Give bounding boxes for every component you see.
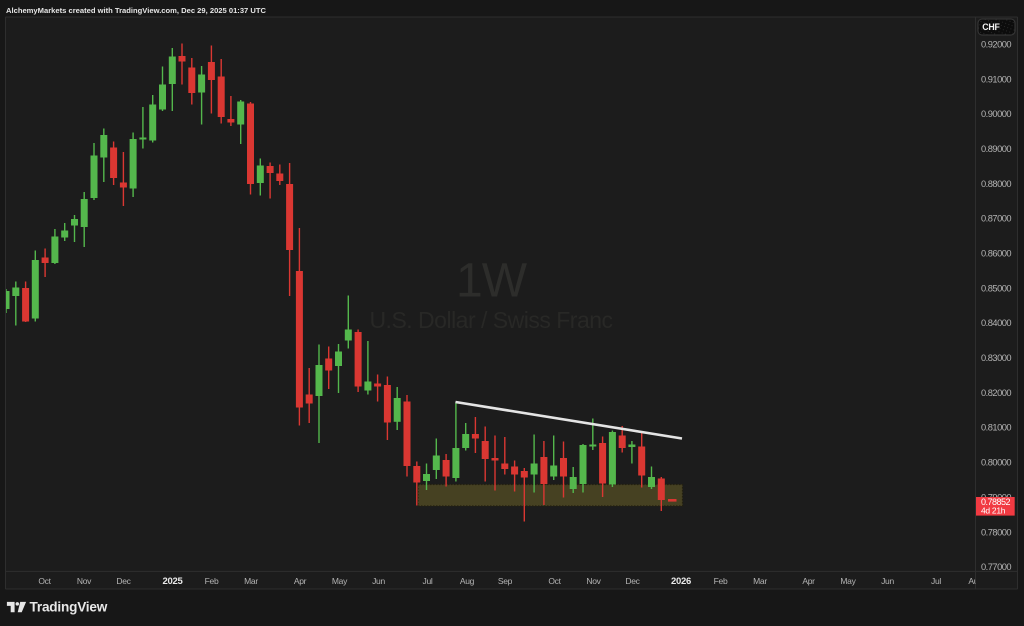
- svg-text:0.88000: 0.88000: [981, 179, 1011, 189]
- svg-text:Aug: Aug: [460, 576, 475, 586]
- svg-text:Jul: Jul: [423, 576, 433, 586]
- svg-text:0.89000: 0.89000: [981, 144, 1011, 154]
- svg-text:U.S. Dollar / Swiss Franc: U.S. Dollar / Swiss Franc: [369, 307, 612, 333]
- svg-text:Dec: Dec: [116, 576, 131, 586]
- svg-text:Mar: Mar: [753, 576, 767, 586]
- svg-text:0.87000: 0.87000: [981, 214, 1011, 224]
- svg-text:1W: 1W: [456, 255, 528, 308]
- svg-text:0.85000: 0.85000: [981, 283, 1011, 293]
- svg-text:May: May: [840, 576, 856, 586]
- svg-text:Jun: Jun: [372, 576, 385, 586]
- svg-text:0.84000: 0.84000: [981, 318, 1011, 328]
- svg-text:4d 21h: 4d 21h: [981, 505, 1006, 515]
- svg-text:Apr: Apr: [802, 576, 815, 586]
- svg-text:0.86000: 0.86000: [981, 249, 1011, 259]
- svg-text:2025: 2025: [163, 576, 184, 587]
- svg-text:Feb: Feb: [205, 576, 219, 586]
- svg-text:0.92000: 0.92000: [981, 40, 1011, 50]
- svg-text:0.91000: 0.91000: [981, 74, 1011, 84]
- svg-text:0.77000: 0.77000: [981, 562, 1011, 572]
- svg-text:Feb: Feb: [714, 576, 728, 586]
- svg-text:0.82000: 0.82000: [981, 388, 1011, 398]
- svg-text:AlchemyMarkets created with Tr: AlchemyMarkets created with TradingView.…: [6, 6, 267, 15]
- svg-text:0.78852: 0.78852: [981, 497, 1011, 507]
- svg-text:Nov: Nov: [586, 576, 601, 586]
- svg-text:0.83000: 0.83000: [981, 353, 1011, 363]
- svg-text:Nov: Nov: [77, 576, 92, 586]
- svg-text:Aug: Aug: [968, 576, 983, 586]
- svg-text:0.90000: 0.90000: [981, 109, 1011, 119]
- svg-text:Dec: Dec: [625, 576, 640, 586]
- svg-text:Jun: Jun: [881, 576, 894, 586]
- svg-text:0.81000: 0.81000: [981, 423, 1011, 433]
- svg-text:0.78000: 0.78000: [981, 527, 1011, 537]
- svg-text:Oct: Oct: [548, 576, 561, 586]
- svg-text:Oct: Oct: [38, 576, 51, 586]
- svg-text:Sep: Sep: [498, 576, 513, 586]
- svg-text:Jul: Jul: [931, 576, 941, 586]
- svg-text:0.80000: 0.80000: [981, 458, 1011, 468]
- svg-text:May: May: [332, 576, 348, 586]
- svg-text:TradingView: TradingView: [30, 600, 108, 615]
- svg-text:2026: 2026: [671, 576, 691, 587]
- svg-text:Apr: Apr: [294, 576, 307, 586]
- svg-text:Mar: Mar: [244, 576, 258, 586]
- svg-text:CHF: CHF: [982, 22, 1000, 32]
